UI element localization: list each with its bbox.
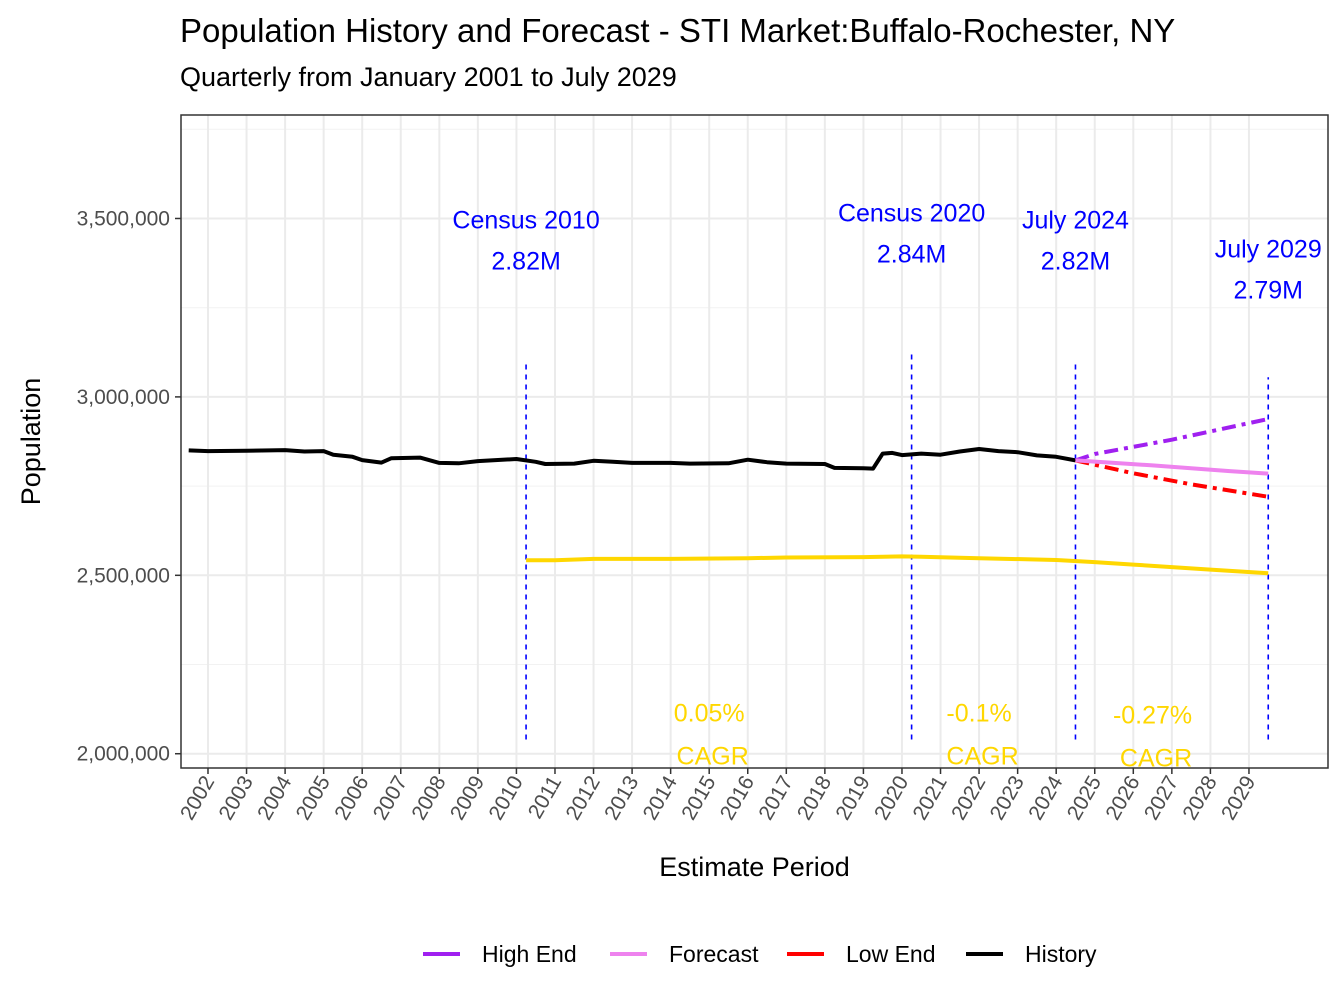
- x-tick-label: 2011: [524, 772, 567, 823]
- cagr-cagr-2024-2029: -0.27% CAGR: [1113, 701, 1192, 772]
- x-tick-label: 2013: [600, 772, 643, 824]
- x-tick-label: 2024: [1024, 772, 1067, 824]
- annotation-july-2024: July 2024 2.82M: [1022, 206, 1129, 275]
- x-tick-label: 2010: [484, 772, 527, 824]
- annotation-line: July 2029: [1215, 236, 1322, 264]
- annotation-july-2029: July 2029 2.79M: [1215, 236, 1322, 305]
- y-tick-label: 2,000,000: [77, 743, 170, 766]
- x-tick-label: 2007: [369, 772, 412, 824]
- legend: High End Forecast Low End History: [423, 941, 1097, 967]
- annotation-line: 2.84M: [877, 240, 946, 268]
- x-tick-label: 2004: [253, 772, 296, 824]
- legend-label-high: High End: [482, 941, 577, 967]
- x-tick-label: 2028: [1178, 772, 1221, 824]
- x-tick-label: 2026: [1101, 772, 1144, 824]
- annotation-line: Census 2020: [838, 199, 985, 227]
- y-tick-label: 3,000,000: [77, 386, 170, 409]
- legend-label-forecast: Forecast: [669, 941, 759, 967]
- annotations: Census 2010 2.82M Census 2020 2.84M July 202…: [452, 199, 1321, 772]
- chart-title: Population History and Forecast - STI Ma…: [180, 12, 1176, 49]
- chart-subtitle: Quarterly from January 2001 to July 2029: [180, 62, 677, 92]
- cagr-cagr-2020-2024: -0.1% CAGR: [939, 700, 1018, 771]
- y-axis-title: Population: [16, 378, 46, 506]
- x-tick-label: 2014: [639, 772, 682, 824]
- annotation-line: 2.82M: [1041, 247, 1110, 275]
- x-tick-label: 2006: [330, 772, 373, 824]
- x-tick-label: 2008: [407, 772, 450, 824]
- x-tick-label: 2029: [1217, 772, 1260, 824]
- annotation-line: July 2024: [1022, 206, 1129, 234]
- x-tick-label: 2003: [215, 772, 258, 824]
- y-tick-label: 3,500,000: [77, 207, 170, 230]
- x-tick-label: 2005: [292, 772, 335, 824]
- x-tick-label: 2012: [562, 772, 605, 824]
- annotation-census-2020: Census 2020 2.84M: [838, 199, 985, 268]
- y-tick-label: 2,500,000: [77, 564, 170, 587]
- annotation-line: 2.79M: [1233, 277, 1302, 305]
- series-line-history: [188, 447, 1076, 471]
- panel-border: [180, 114, 1329, 769]
- x-tick-label: 2021: [909, 772, 952, 824]
- legend-label-low: Low End: [846, 941, 936, 967]
- cagr-line: 0.05%: [674, 700, 745, 728]
- series-line-forecast: [1075, 458, 1269, 476]
- x-tick-label: 2020: [870, 772, 913, 824]
- x-tick-label: 2016: [716, 772, 759, 824]
- grid: [181, 115, 1328, 768]
- x-axis: 2002200320042005200620072008200920102011…: [176, 768, 1260, 824]
- x-tick-label: 2023: [986, 772, 1029, 824]
- x-tick-label: 2015: [677, 772, 720, 824]
- annotation-line: 2.82M: [491, 247, 560, 275]
- annotation-line: Census 2010: [452, 206, 599, 234]
- x-tick-label: 2027: [1140, 772, 1183, 824]
- x-axis-title: Estimate Period: [659, 852, 850, 882]
- y-axis: 2,000,000 2,500,000 3,000,000 3,500,000: [77, 207, 181, 766]
- x-tick-label: 2009: [446, 772, 489, 824]
- series-lines: [188, 417, 1269, 576]
- cagr-line: -0.27%: [1113, 701, 1192, 729]
- cagr-line: CAGR: [939, 743, 1018, 771]
- x-tick-label: 2017: [754, 772, 797, 824]
- cagr-line: -0.1%: [946, 700, 1011, 728]
- x-tick-label: 2019: [831, 772, 874, 824]
- reference-lines: [525, 354, 1270, 740]
- series-line-secondary: [526, 554, 1269, 576]
- x-tick-label: 2025: [1063, 772, 1106, 824]
- legend-label-history: History: [1025, 941, 1097, 967]
- cagr-cagr-2010-2020: 0.05% CAGR: [670, 700, 749, 771]
- annotation-census-2010: Census 2010 2.82M: [452, 206, 599, 275]
- series-line-low: [1075, 458, 1269, 499]
- series-line-high: [1074, 417, 1269, 463]
- cagr-line: CAGR: [670, 743, 749, 771]
- x-tick-label: 2002: [176, 772, 219, 824]
- x-tick-label: 2018: [793, 772, 836, 824]
- x-tick-label: 2022: [947, 772, 990, 824]
